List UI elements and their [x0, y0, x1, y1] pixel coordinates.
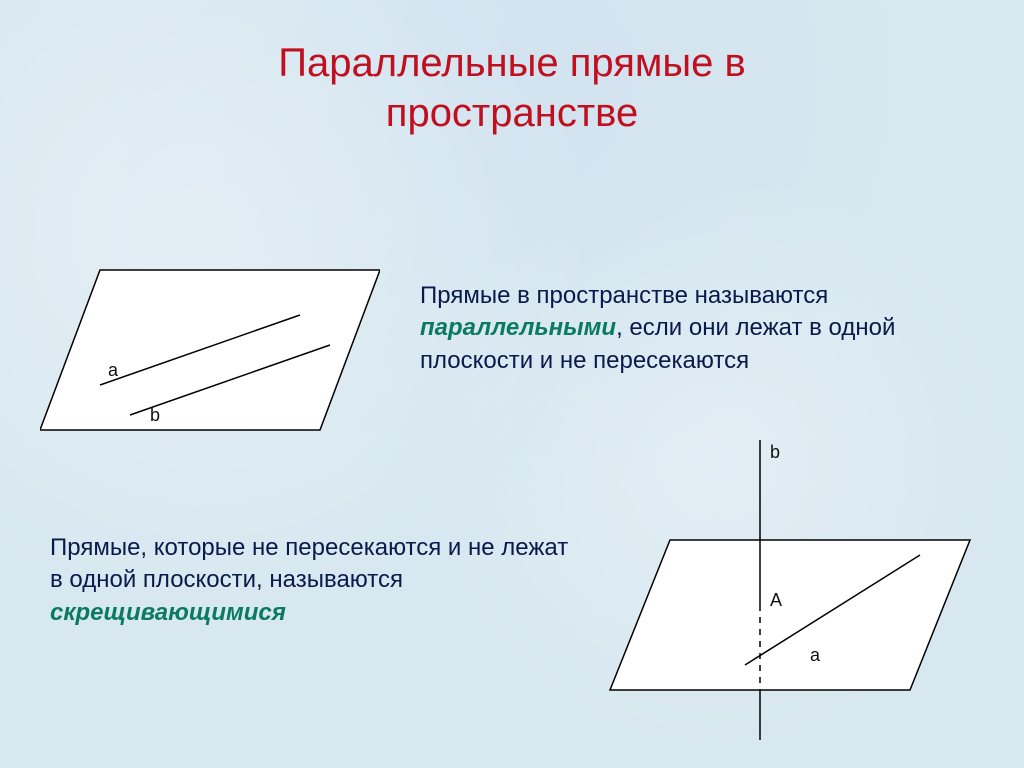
def-parallel-pre: Прямые в пространстве называются — [420, 282, 828, 309]
parallel-diagram-svg — [40, 250, 380, 450]
skew-diagram-svg — [590, 440, 980, 740]
label-A-point: A — [770, 590, 782, 611]
label-b: b — [150, 405, 160, 426]
slide-title: Параллельные прямые в пространстве — [0, 0, 1024, 138]
figure-skew-lines: b A a — [590, 440, 980, 745]
plane-shape — [40, 270, 380, 430]
def-parallel-term: параллельными — [420, 314, 616, 341]
label-b-skew: b — [770, 442, 780, 463]
figure-parallel-lines: a b — [40, 250, 380, 455]
plane-shape-2 — [610, 540, 970, 690]
label-a-skew: a — [810, 645, 820, 666]
title-line2: пространстве — [386, 91, 638, 135]
title-line1: Параллельные прямые в — [278, 41, 745, 85]
definition-parallel: Прямые в пространстве называются паралле… — [420, 280, 970, 377]
def-skew-term: скрещивающимися — [50, 599, 286, 626]
label-a: a — [108, 360, 118, 381]
definition-skew: Прямые, которые не пересекаются и не леж… — [50, 532, 580, 629]
def-skew-pre: Прямые, которые не пересекаются и не леж… — [50, 534, 568, 593]
